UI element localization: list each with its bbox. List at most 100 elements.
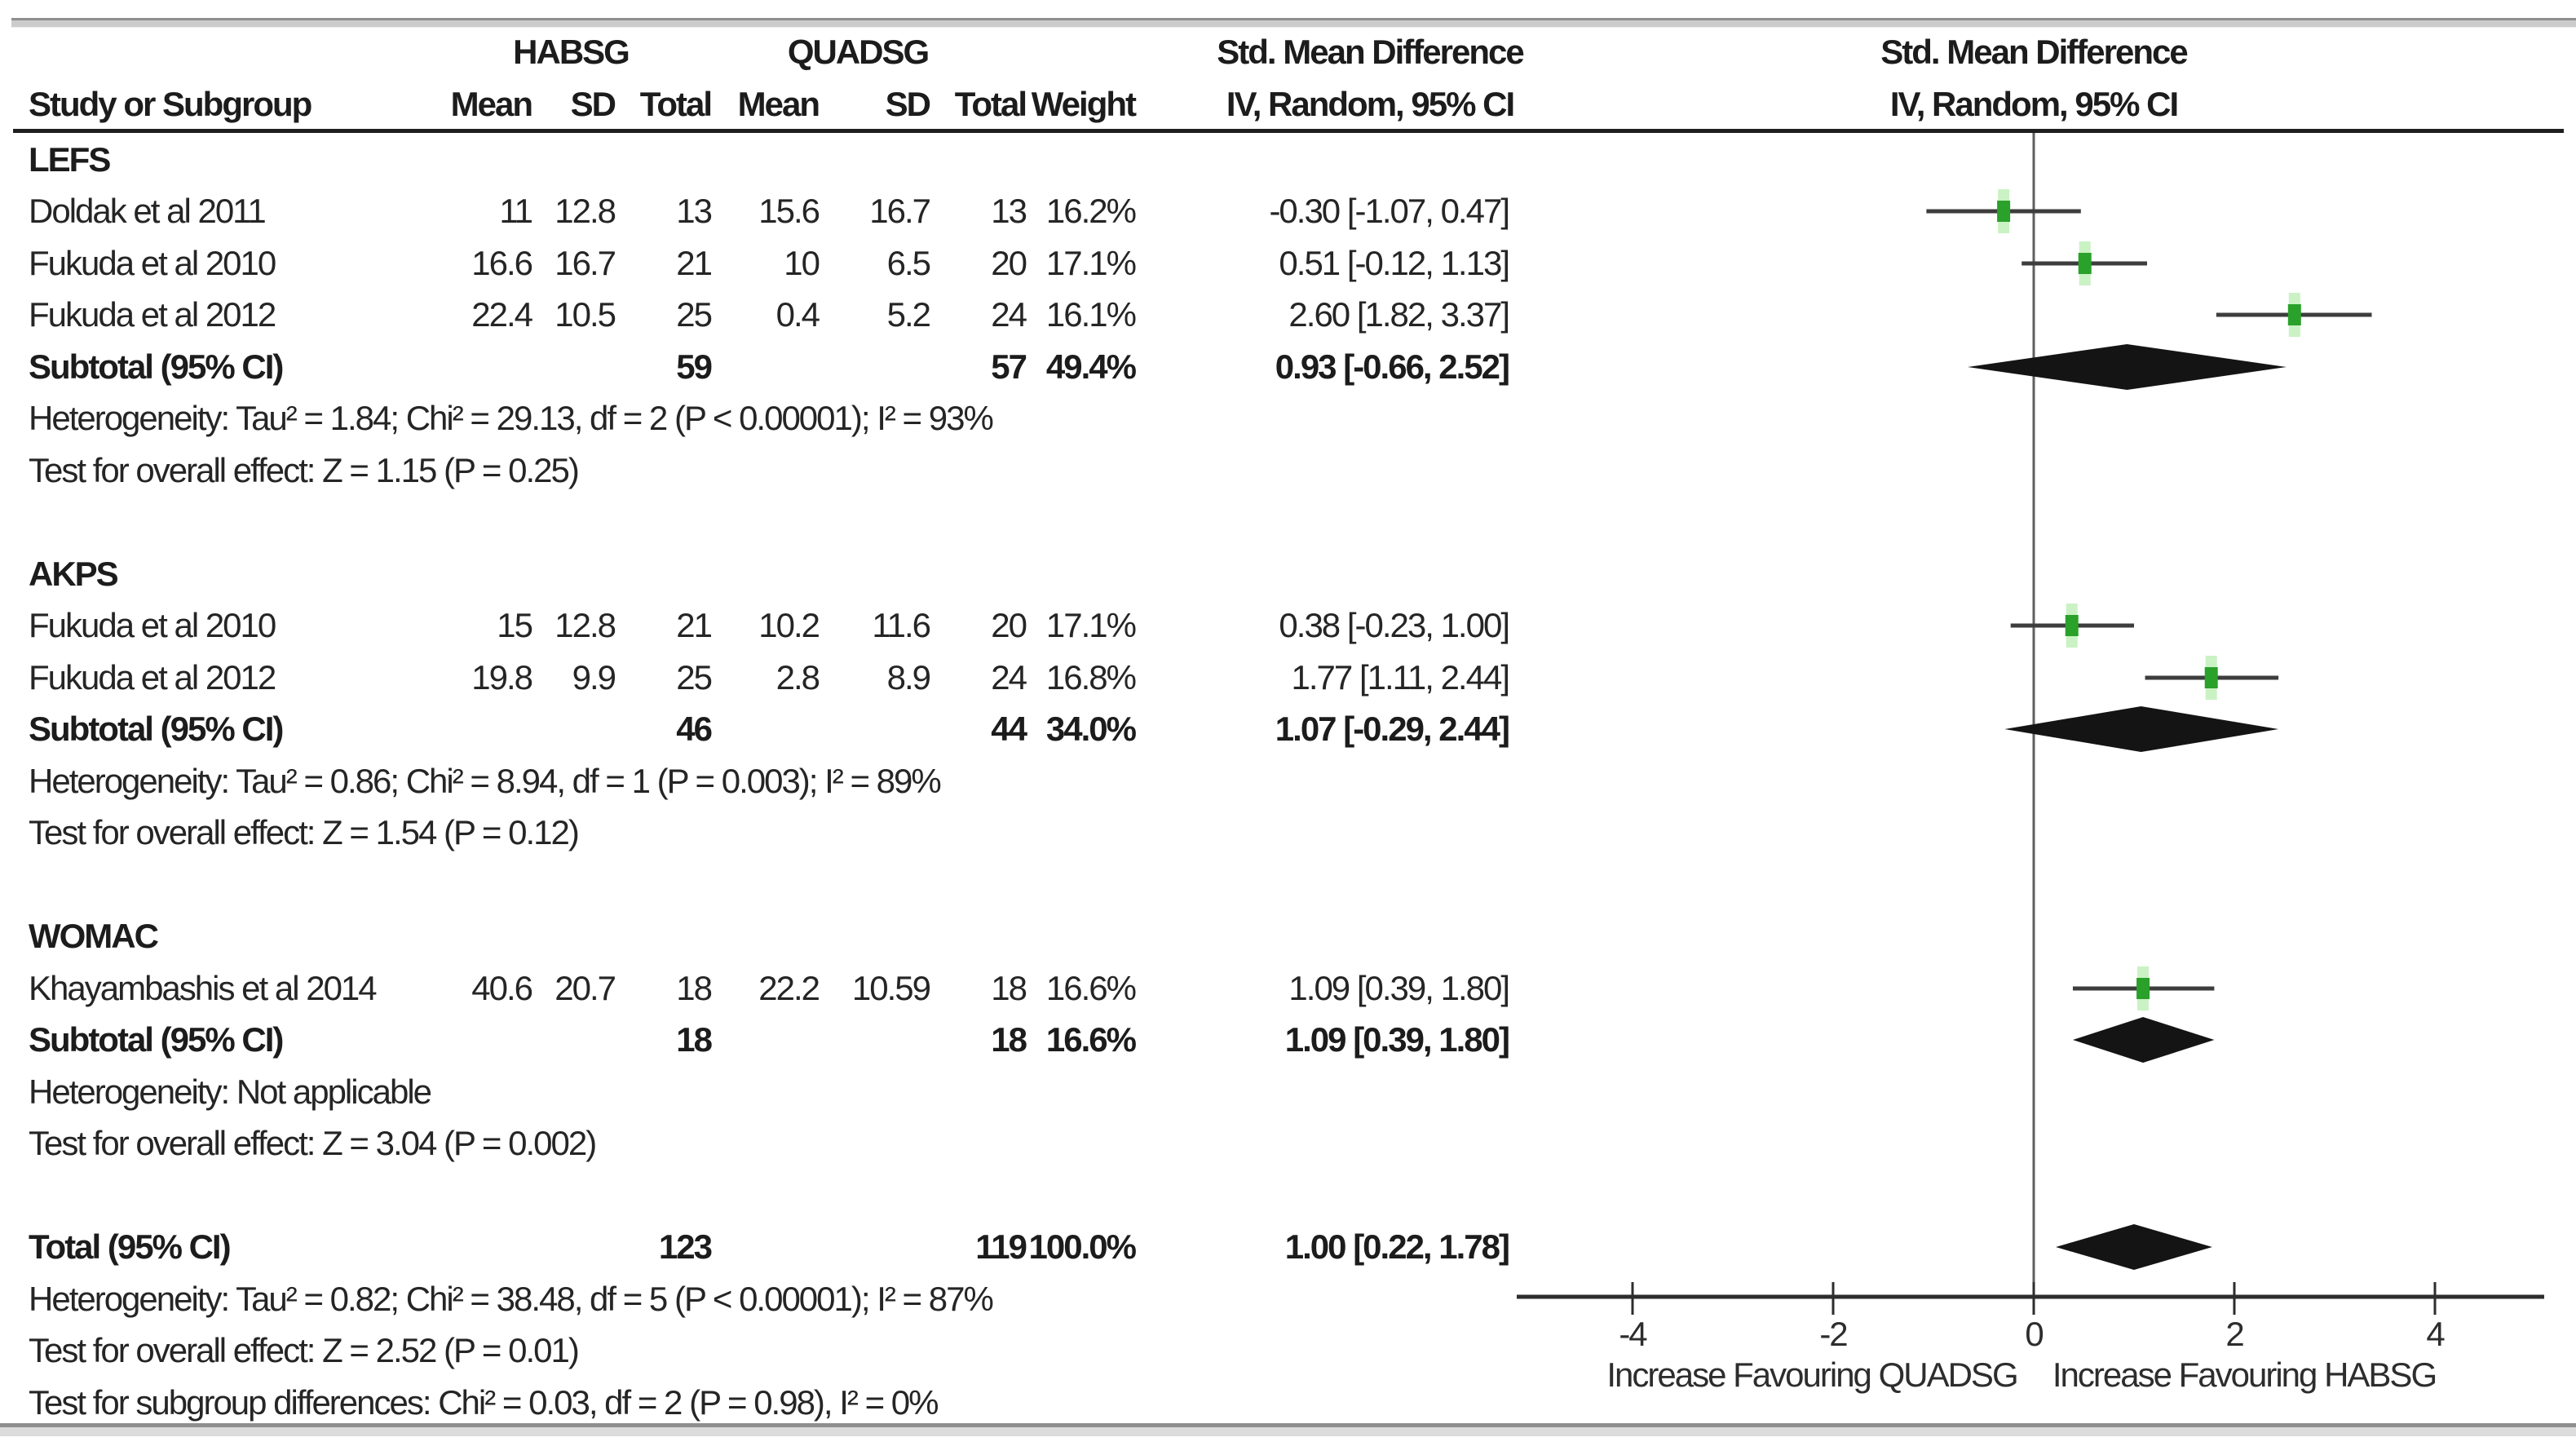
cell-effect-ci: 1.00 [0.22, 1.78] xyxy=(1284,1227,1510,1266)
cell-total-habsg: 123 xyxy=(658,1227,713,1266)
mean2-col-header: Mean xyxy=(737,85,820,123)
cell-effect-ci: 0.93 [-0.66, 2.52] xyxy=(1275,347,1510,386)
subgroup-heading-row: LEFS xyxy=(0,136,2576,184)
cell-total-habsg: 25 xyxy=(676,295,713,334)
plot-col-header-line1: Std. Mean Difference xyxy=(1880,33,2188,71)
top-border-band xyxy=(11,18,2576,28)
effect-marker xyxy=(2287,304,2301,325)
overall-effect-row: Test for overall effect: Z = 1.54 (P = 0… xyxy=(0,809,2576,856)
cell-effect-ci: -0.30 [-1.07, 0.47] xyxy=(1269,192,1510,230)
axis-tick-label: 4 xyxy=(2426,1315,2445,1353)
cell-study-label: Khayambashis et al 2014 xyxy=(29,969,378,1007)
heterogeneity-text: Heterogeneity: Tau² = 0.82; Chi² = 38.48… xyxy=(29,1280,994,1318)
cell-weight: 100.0% xyxy=(1028,1227,1137,1266)
cell-mean-habsg: 15 xyxy=(497,606,533,644)
cell-effect-ci: 1.07 [-0.29, 2.44] xyxy=(1275,710,1510,748)
cell-sd-quadsg: 11.6 xyxy=(872,606,931,644)
study-row: Fukuda et al 2012 19.8 9.9 25 2.8 8.9 24 16.8% 1… xyxy=(0,654,2576,701)
axis-tick-label: 0 xyxy=(2025,1315,2043,1353)
cell-total-quadsg: 119 xyxy=(975,1227,1027,1266)
cell-mean-quadsg: 10.2 xyxy=(758,606,820,644)
cell-mean-habsg: 22.4 xyxy=(471,295,533,334)
study-row: Khayambashis et al 2014 40.6 20.7 18 22.2 10.… xyxy=(0,965,2576,1012)
plot-col-header-line2: IV, Random, 95% CI xyxy=(1889,85,2179,123)
cell-sd-habsg: 12.8 xyxy=(555,192,616,230)
cell-effect-ci: 0.51 [-0.12, 1.13] xyxy=(1279,244,1510,282)
cell-weight: 16.6% xyxy=(1045,1020,1137,1059)
cell-total-quadsg: 20 xyxy=(991,244,1027,282)
heterogeneity-row: Heterogeneity: Tau² = 1.84; Chi² = 29.13… xyxy=(0,395,2576,442)
cell-mean-habsg: 19.8 xyxy=(471,658,533,697)
cell-study-label: Subtotal (95% CI) xyxy=(29,710,284,748)
total-row: Total (95% CI) 123 119 100.0% 1.00 [0.22, 1.… xyxy=(0,1223,2576,1271)
heterogeneity-text: Heterogeneity: Tau² = 0.86; Chi² = 8.94,… xyxy=(29,762,942,800)
cell-mean-quadsg: 15.6 xyxy=(758,192,820,230)
cell-sd-quadsg: 5.2 xyxy=(886,295,931,334)
cell-mean-habsg: 11 xyxy=(499,192,533,230)
summary-diamond xyxy=(2056,1224,2212,1270)
study-row: Doldak et al 2011 11 12.8 13 15.6 16.7 13 16.2%… xyxy=(0,188,2576,235)
cell-sd-habsg: 12.8 xyxy=(555,606,616,644)
subgroup-heading-row: WOMAC xyxy=(0,913,2576,960)
cell-weight: 16.1% xyxy=(1045,295,1137,334)
axis-tick-label: -2 xyxy=(1819,1315,1847,1353)
heterogeneity-row: Heterogeneity: Not applicable xyxy=(0,1068,2576,1116)
cell-study-label: Fukuda et al 2012 xyxy=(29,658,276,697)
effect-col-header-line1: Std. Mean Difference xyxy=(1217,33,1524,71)
cell-total-quadsg: 24 xyxy=(991,295,1027,334)
cell-mean-quadsg: 2.8 xyxy=(775,658,820,697)
cell-study-label: Doldak et al 2011 xyxy=(29,192,267,230)
overall-effect-text: Test for overall effect: Z = 2.52 (P = 0… xyxy=(29,1331,580,1369)
cell-study-label: Fukuda et al 2010 xyxy=(29,606,276,644)
cell-effect-ci: 1.09 [0.39, 1.80] xyxy=(1284,1020,1510,1059)
cell-study-label: Subtotal (95% CI) xyxy=(29,1020,284,1059)
cell-study-label: Fukuda et al 2012 xyxy=(29,295,276,334)
group2-header: QUADSG xyxy=(787,33,930,71)
overall-effect-text: Test for overall effect: Z = 1.15 (P = 0… xyxy=(29,451,580,489)
total1-col-header: Total xyxy=(639,85,713,123)
summary-diamond xyxy=(1967,344,2287,390)
cell-weight: 49.4% xyxy=(1045,347,1137,386)
cell-mean-quadsg: 22.2 xyxy=(758,969,820,1007)
cell-total-habsg: 25 xyxy=(676,658,713,697)
effect-marker xyxy=(2065,615,2079,636)
cell-weight: 34.0% xyxy=(1045,710,1137,748)
bottom-border-band xyxy=(0,1423,2576,1427)
overall-effect-text: Test for overall effect: Z = 1.54 (P = 0… xyxy=(29,813,580,851)
cell-total-quadsg: 18 xyxy=(991,1020,1027,1059)
subgroup-heading: LEFS xyxy=(29,140,111,179)
effect-marker xyxy=(2204,667,2218,688)
cell-total-habsg: 46 xyxy=(676,710,713,748)
subgroup-heading-row: AKPS xyxy=(0,551,2576,598)
cell-study-label: Subtotal (95% CI) xyxy=(29,347,284,386)
axis-tick-label: 2 xyxy=(2225,1315,2243,1353)
study-row: Fukuda et al 2010 16.6 16.7 21 10 6.5 20 17.1% 0… xyxy=(0,240,2576,287)
cell-total-quadsg: 44 xyxy=(991,710,1027,748)
cell-weight: 16.8% xyxy=(1045,658,1137,697)
study-row: Fukuda et al 2010 15 12.8 21 10.2 11.6 20 17.1%… xyxy=(0,602,2576,649)
bottom-border-band-light xyxy=(0,1427,2576,1436)
subtotal-row: Subtotal (95% CI) 46 44 34.0% 1.07 [-0.29, 2… xyxy=(0,705,2576,753)
cell-total-quadsg: 57 xyxy=(991,347,1027,386)
group1-header: HABSG xyxy=(513,33,630,71)
cell-sd-quadsg: 8.9 xyxy=(886,658,931,697)
weight-col-header: Weight xyxy=(1031,85,1137,123)
total2-col-header: Total xyxy=(954,85,1027,123)
overall-effect-row: Test for overall effect: Z = 2.52 (P = 0… xyxy=(0,1327,2576,1374)
favours-quadsg-label: Increase Favouring QUADSG xyxy=(1606,1355,2017,1394)
cell-weight: 17.1% xyxy=(1045,244,1137,282)
cell-total-habsg: 18 xyxy=(676,969,713,1007)
summary-diamond xyxy=(2004,706,2279,752)
heterogeneity-text: Heterogeneity: Tau² = 1.84; Chi² = 29.13… xyxy=(29,399,994,437)
cell-weight: 16.6% xyxy=(1045,969,1137,1007)
cell-effect-ci: 1.09 [0.39, 1.80] xyxy=(1288,969,1510,1007)
sd2-col-header: SD xyxy=(885,85,931,123)
cell-effect-ci: 0.38 [-0.23, 1.00] xyxy=(1279,606,1510,644)
cell-mean-quadsg: 0.4 xyxy=(775,295,820,334)
cell-sd-quadsg: 10.59 xyxy=(851,969,931,1007)
cell-total-quadsg: 18 xyxy=(991,969,1027,1007)
axis-tick-label: -4 xyxy=(1619,1315,1647,1353)
heterogeneity-row: Heterogeneity: Tau² = 0.86; Chi² = 8.94,… xyxy=(0,758,2576,805)
overall-effect-row: Test for overall effect: Z = 3.04 (P = 0… xyxy=(0,1120,2576,1167)
